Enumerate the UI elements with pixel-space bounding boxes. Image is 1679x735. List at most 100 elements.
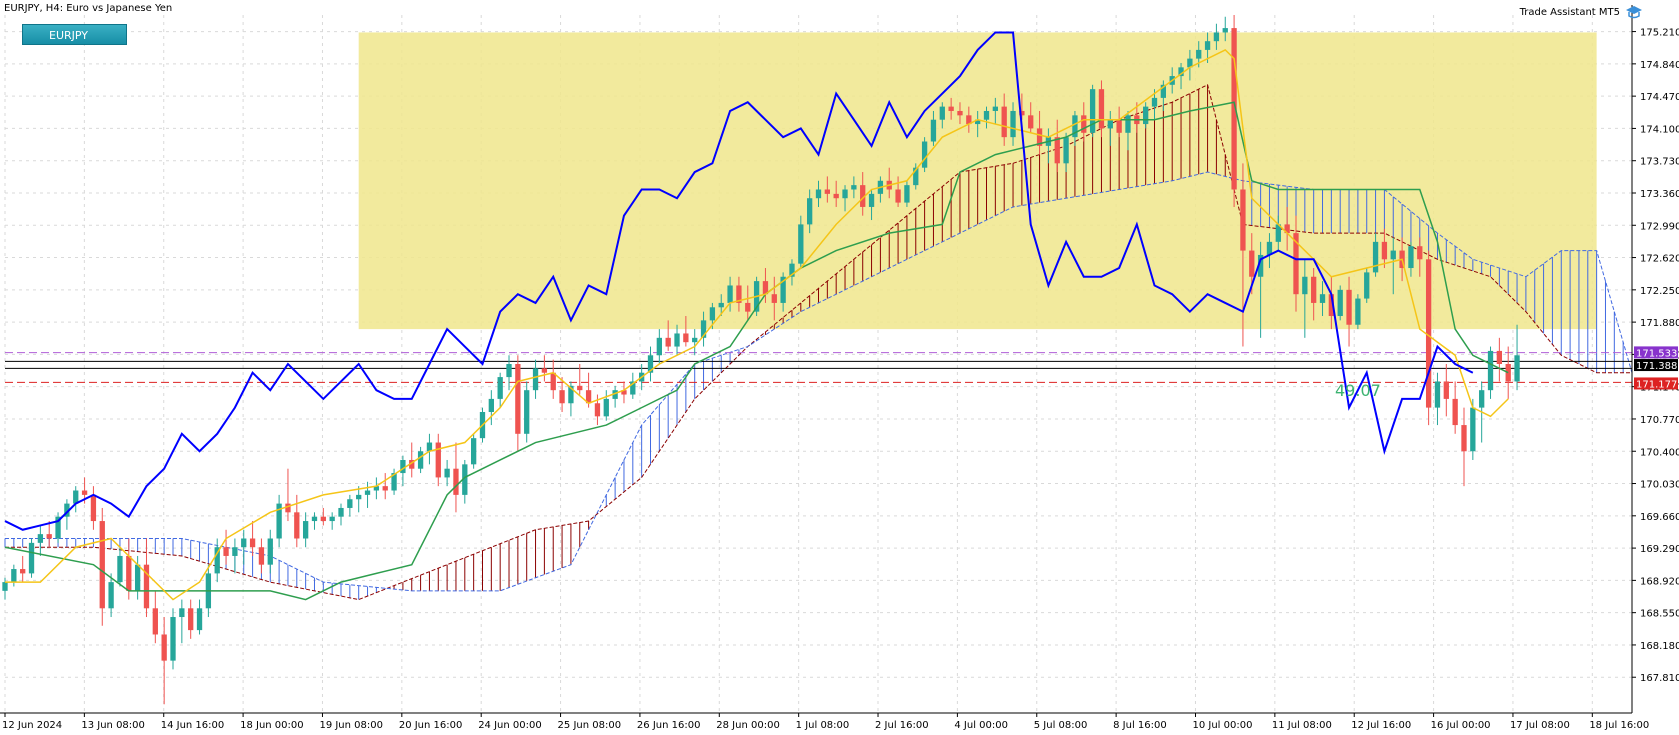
candle-body bbox=[851, 185, 857, 190]
candle-body bbox=[807, 198, 813, 225]
candle-body bbox=[64, 503, 70, 517]
candle-body bbox=[453, 468, 459, 495]
chart-title: EURJPY, H4: Euro vs Japanese Yen bbox=[4, 3, 173, 14]
candle-body bbox=[302, 521, 309, 539]
price-label-box bbox=[1634, 377, 1678, 390]
price-tick-label: 172.620 bbox=[1640, 254, 1679, 265]
candle-body bbox=[860, 185, 866, 207]
candle-body bbox=[1443, 381, 1449, 399]
candle-body bbox=[1143, 106, 1149, 125]
candle-body bbox=[249, 538, 256, 548]
graduation-cap-icon[interactable] bbox=[1625, 5, 1643, 19]
time-label: 12 Jul 16:00 bbox=[1351, 720, 1411, 731]
candle-body bbox=[188, 608, 194, 631]
candle-body bbox=[904, 185, 910, 203]
candle-body bbox=[426, 442, 433, 452]
candle-body bbox=[621, 390, 627, 395]
senkou-span-b bbox=[5, 171, 1633, 592]
candle-body bbox=[276, 503, 282, 539]
time-axis-labels: 12 Jun 2024 13 Jun 08:00 14 Jun 16:00 18 Ju… bbox=[2, 713, 1649, 731]
candle-body bbox=[559, 390, 565, 404]
price-label-text: 171.177 bbox=[1636, 379, 1677, 390]
time-label: 17 Jul 08:00 bbox=[1510, 720, 1570, 731]
time-label: 11 Jul 08:00 bbox=[1272, 720, 1332, 731]
time-label: 1 Jul 08:00 bbox=[796, 720, 850, 731]
time-label: 28 Jun 00:00 bbox=[716, 720, 780, 731]
time-label: 10 Jul 00:00 bbox=[1192, 720, 1252, 731]
symbol-button[interactable]: EURJPY bbox=[22, 24, 127, 45]
candle-body bbox=[391, 473, 397, 491]
candle-body bbox=[700, 320, 707, 338]
time-label: 14 Jun 16:00 bbox=[161, 720, 225, 731]
candle-body bbox=[745, 302, 751, 312]
candle-body bbox=[1001, 106, 1007, 138]
time-label: 16 Jul 00:00 bbox=[1431, 720, 1491, 731]
price-label-text: 171.388 bbox=[1636, 361, 1677, 372]
time-label: 24 Jun 00:00 bbox=[478, 720, 542, 731]
time-label: 19 Jun 08:00 bbox=[319, 720, 383, 731]
candle-body bbox=[1178, 67, 1184, 77]
candle-body bbox=[1116, 119, 1122, 133]
candle-body bbox=[143, 564, 150, 609]
candle-body bbox=[895, 189, 901, 203]
candle-body bbox=[37, 534, 44, 543]
candle-body bbox=[966, 115, 972, 125]
candle-body bbox=[842, 189, 848, 199]
candle-body bbox=[594, 403, 601, 417]
candle-body bbox=[241, 538, 247, 548]
time-label: 25 Jun 08:00 bbox=[558, 720, 622, 731]
candle-body bbox=[417, 451, 424, 469]
candle-body bbox=[232, 547, 238, 556]
candle-body bbox=[196, 608, 203, 631]
candle-body bbox=[789, 263, 795, 277]
price-tick-label: 173.360 bbox=[1640, 189, 1679, 200]
candle-body bbox=[1275, 224, 1281, 242]
candle-body bbox=[1231, 28, 1237, 190]
candle-body bbox=[1204, 41, 1211, 50]
candle-body bbox=[1372, 241, 1379, 273]
time-label: 20 Jun 16:00 bbox=[399, 720, 463, 731]
candle-body bbox=[1213, 32, 1220, 42]
candle-body bbox=[470, 438, 477, 465]
candle-body bbox=[2, 582, 8, 591]
candle-body bbox=[709, 307, 716, 321]
candle-body bbox=[692, 337, 698, 343]
candle-body bbox=[1036, 128, 1043, 146]
candle-body bbox=[1160, 84, 1167, 98]
candle-body bbox=[28, 542, 35, 574]
candle-body bbox=[1054, 137, 1060, 164]
candle-body bbox=[55, 516, 61, 539]
candle-body bbox=[311, 516, 318, 522]
candle-body bbox=[930, 119, 937, 142]
candle-body bbox=[285, 503, 291, 513]
candle-body bbox=[1302, 276, 1308, 295]
candle-body bbox=[1010, 110, 1016, 138]
candle-body bbox=[223, 547, 229, 556]
candle-body bbox=[161, 634, 167, 661]
price-label-box bbox=[1634, 346, 1678, 359]
candle-body bbox=[630, 381, 636, 395]
candle-body bbox=[1249, 250, 1255, 277]
time-label: 26 Jun 16:00 bbox=[637, 720, 701, 731]
candle-body bbox=[603, 398, 609, 417]
candle-body bbox=[400, 459, 406, 474]
candle-body bbox=[179, 608, 185, 618]
price-tick-label: 168.180 bbox=[1640, 641, 1679, 652]
candle-body bbox=[1381, 241, 1388, 260]
candle-body bbox=[1293, 233, 1299, 295]
candle-body bbox=[81, 490, 88, 495]
time-label: 13 Jun 08:00 bbox=[81, 720, 145, 731]
candle-body bbox=[1346, 289, 1352, 325]
candle-body bbox=[1355, 298, 1361, 325]
candle-body bbox=[992, 106, 999, 111]
candle-body bbox=[939, 106, 945, 120]
candle-body bbox=[1222, 28, 1228, 33]
price-tick-label: 172.990 bbox=[1640, 221, 1679, 232]
price-tick-label: 173.730 bbox=[1640, 157, 1679, 168]
candle-body bbox=[462, 464, 468, 495]
candle-body bbox=[815, 189, 822, 199]
candle-body bbox=[913, 167, 919, 186]
candle-body bbox=[73, 490, 79, 504]
